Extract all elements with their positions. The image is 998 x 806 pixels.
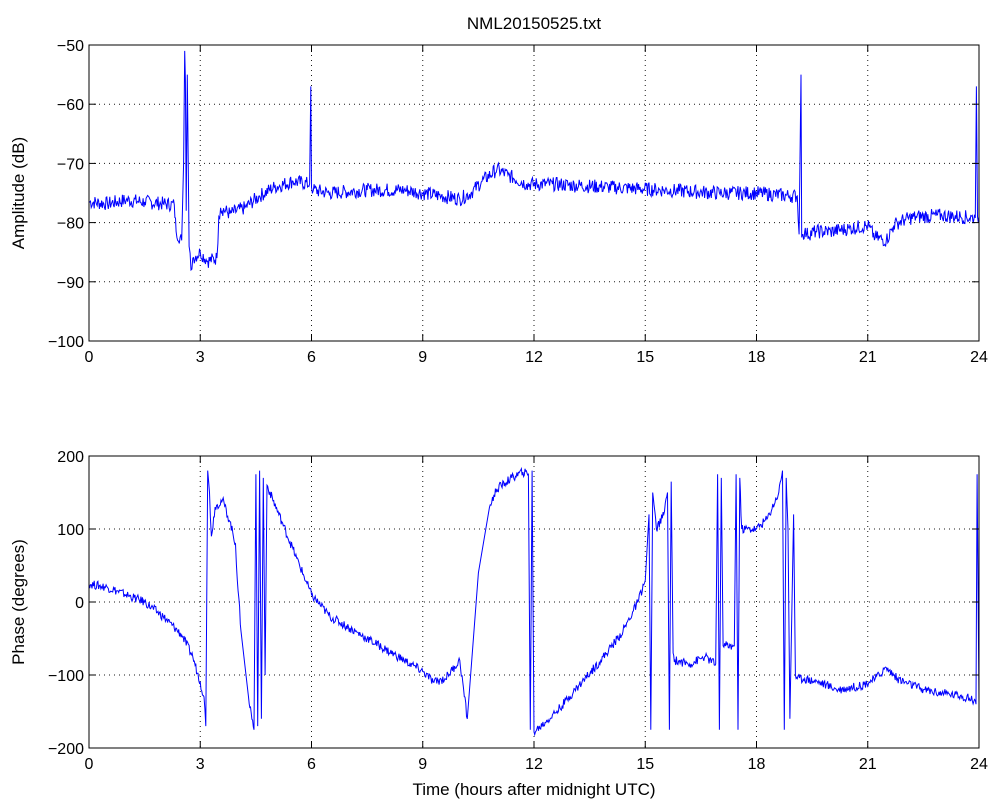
amplitude-series-line [88, 50, 980, 272]
amplitude-y-tick-label: −80 [57, 216, 84, 233]
chart-title: NML20150525.txt [467, 14, 601, 33]
phase-y-tick-label: 0 [75, 595, 84, 612]
phase-x-tick-label: 24 [970, 756, 988, 773]
phase-y-tick-label: 100 [57, 522, 84, 539]
phase-series-line [88, 466, 980, 737]
phase-y-tick-label: 200 [57, 449, 84, 466]
amplitude-panel: 0 3 6 9 12 15 18 21 24 −100 −90 −80 −70 −60 −50 NML201… [9, 14, 988, 366]
phase-y-tick-label: −200 [48, 741, 84, 758]
phase-x-tick-label: 15 [636, 756, 654, 773]
amplitude-x-tick-label: 12 [525, 349, 543, 366]
phase-ticks: 0 3 6 9 12 15 18 21 24 −200 −100 0 100 200 [48, 449, 988, 773]
phase-x-tick-label: 0 [85, 756, 94, 773]
amplitude-y-tick-label: −60 [57, 97, 84, 114]
amplitude-y-tick-label: −50 [57, 38, 84, 55]
amplitude-y-tick-label: −90 [57, 275, 84, 292]
amplitude-grid [89, 45, 979, 341]
amplitude-x-tick-label: 6 [307, 349, 316, 366]
amplitude-y-tick-label: −70 [57, 156, 84, 173]
amplitude-x-tick-label: 18 [748, 349, 766, 366]
phase-y-tick-label: −100 [48, 668, 84, 685]
phase-y-axis-label: Phase (degrees) [9, 539, 28, 665]
x-axis-label: Time (hours after midnight UTC) [412, 780, 655, 799]
phase-x-tick-label: 12 [525, 756, 543, 773]
amplitude-y-tick-label: −100 [48, 334, 84, 351]
phase-x-tick-label: 3 [196, 756, 205, 773]
amplitude-ticks: 0 3 6 9 12 15 18 21 24 −100 −90 −80 −70 −60 −50 [48, 38, 988, 366]
phase-panel: 0 3 6 9 12 15 18 21 24 −200 −100 0 100 200 Phase (deg… [9, 449, 988, 799]
phase-x-tick-label: 21 [859, 756, 877, 773]
amplitude-x-tick-label: 9 [418, 349, 427, 366]
amplitude-x-tick-label: 24 [970, 349, 988, 366]
amplitude-x-tick-label: 3 [196, 349, 205, 366]
amplitude-x-tick-label: 15 [636, 349, 654, 366]
phase-x-tick-label: 9 [418, 756, 427, 773]
phase-x-tick-label: 6 [307, 756, 316, 773]
amplitude-x-tick-label: 0 [85, 349, 94, 366]
amplitude-x-tick-label: 21 [859, 349, 877, 366]
phase-x-tick-label: 18 [748, 756, 766, 773]
amplitude-y-axis-label: Amplitude (dB) [9, 137, 28, 249]
